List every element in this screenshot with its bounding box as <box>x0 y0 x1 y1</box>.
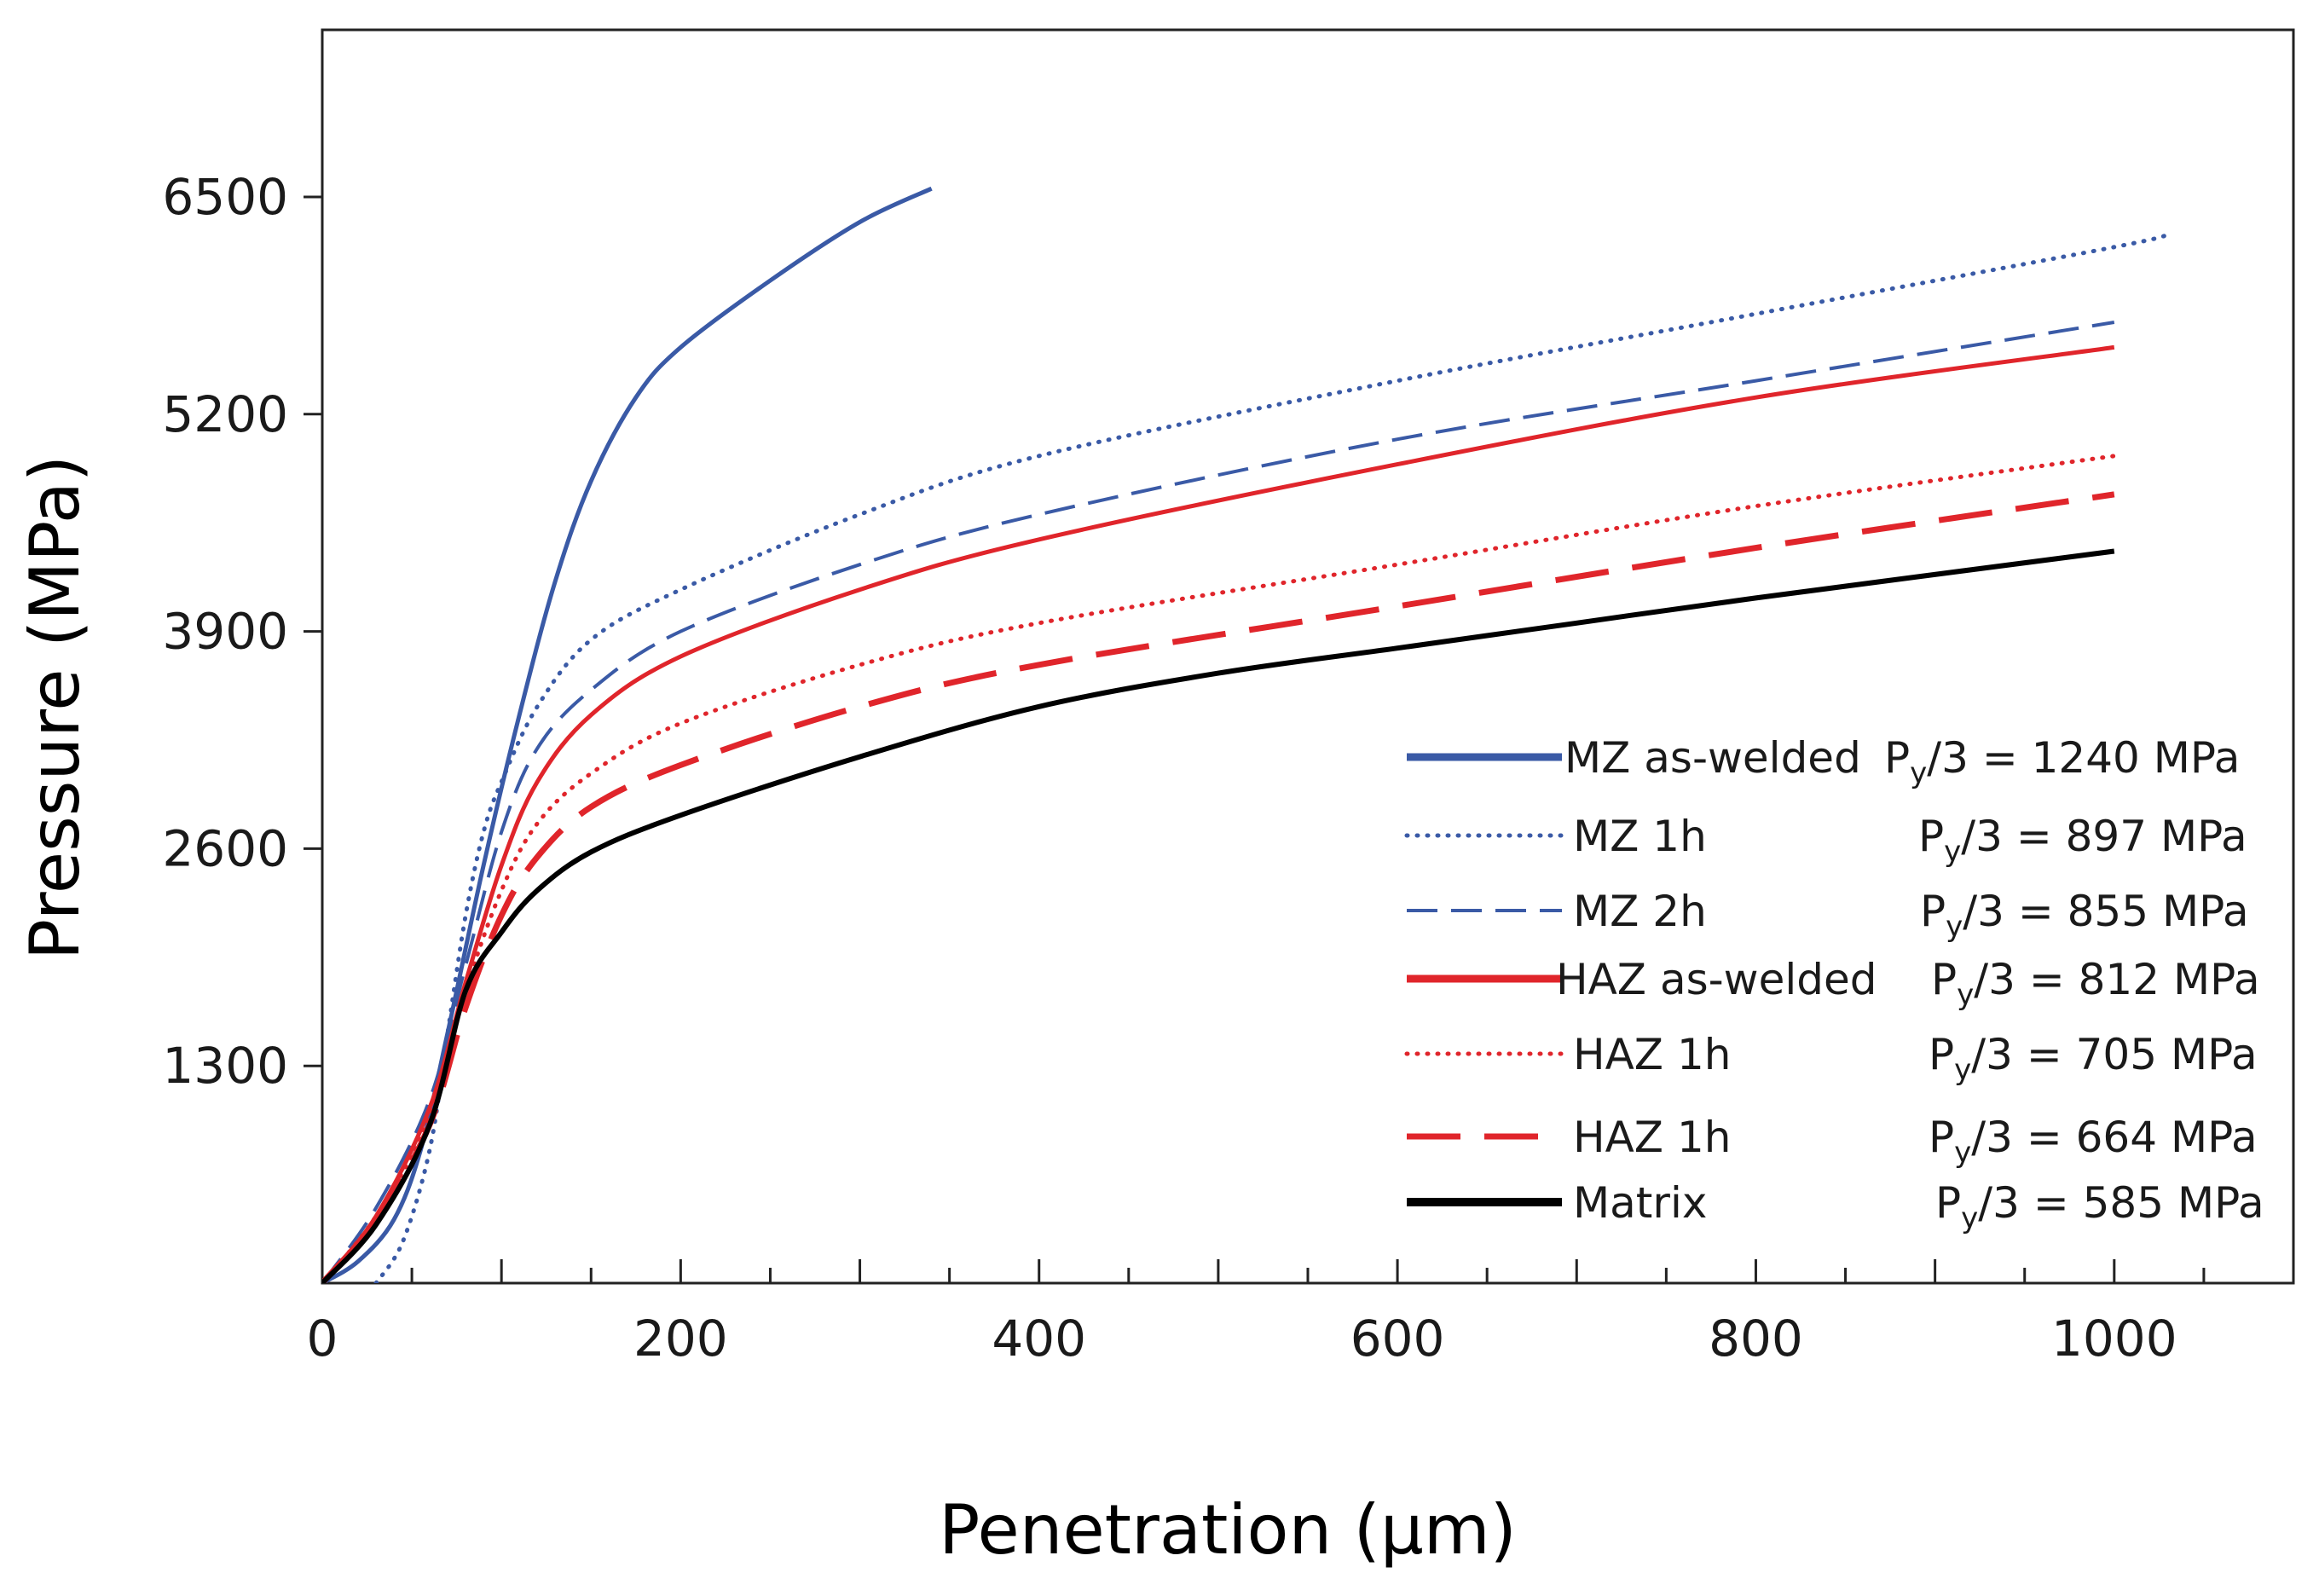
y-tick-label: 2600 <box>162 819 288 877</box>
series-line-2 <box>322 321 2115 1283</box>
x-tick-label: 200 <box>633 1310 728 1368</box>
legend-series-name: HAZ as-welded <box>1556 955 1877 1004</box>
y-tick-label: 1300 <box>162 1037 288 1095</box>
x-tick-label: 600 <box>1350 1310 1445 1368</box>
plot-frame <box>321 28 2295 1285</box>
legend-series-name: MZ 2h <box>1573 887 1707 936</box>
legend-yield-value: Py/3 = 812 MPa <box>1931 955 2260 1012</box>
x-tick-label: 800 <box>1709 1310 1803 1368</box>
y-tick-label: 3900 <box>162 603 288 661</box>
series-line-3 <box>322 344 2115 1283</box>
legend-yield-value: Py/3 = 1240 MPa <box>1884 733 2240 790</box>
legend-series-name: HAZ 1h <box>1573 1030 1731 1079</box>
x-tick-label: 400 <box>992 1310 1086 1368</box>
legend-yield-value: Py/3 = 664 MPa <box>1929 1113 2258 1170</box>
series-line-4 <box>322 454 2117 1283</box>
legend-yield-value: Py/3 = 705 MPa <box>1929 1030 2258 1087</box>
legend-series-name: MZ 1h <box>1573 812 1707 861</box>
series-line-6 <box>322 548 2115 1283</box>
series-line-5 <box>322 491 2115 1283</box>
x-tick-label: 1000 <box>2051 1310 2177 1368</box>
series-line-0 <box>322 186 933 1283</box>
series-lines <box>322 186 2171 1283</box>
y-axis-ticks: 1300 2600 3900 5200 6500 <box>162 168 322 1095</box>
legend-series-name: MZ as-welded <box>1564 733 1861 783</box>
legend: MZ as-welded Py/3 = 1240 MPa MZ 1h Py/3 = 8… <box>1404 733 2264 1235</box>
series-line-1 <box>373 231 2171 1283</box>
y-tick-label: 6500 <box>162 168 288 226</box>
y-axis-title: Pressure (MPa) <box>15 455 95 960</box>
legend-series-name: HAZ 1h <box>1573 1113 1731 1162</box>
x-tick-label: 0 <box>307 1310 338 1368</box>
legend-yield-value: Py/3 = 585 MPa <box>1935 1178 2264 1235</box>
y-tick-label: 5200 <box>162 385 288 443</box>
x-axis-title: Penetration (µm) <box>939 1490 1517 1570</box>
legend-yield-value: Py/3 = 897 MPa <box>1918 812 2247 869</box>
x-axis-ticks: 0 200 400 600 800 1000 <box>307 1259 2295 1368</box>
legend-series-name: Matrix <box>1573 1178 1707 1228</box>
legend-yield-value: Py/3 = 855 MPa <box>1920 887 2249 944</box>
